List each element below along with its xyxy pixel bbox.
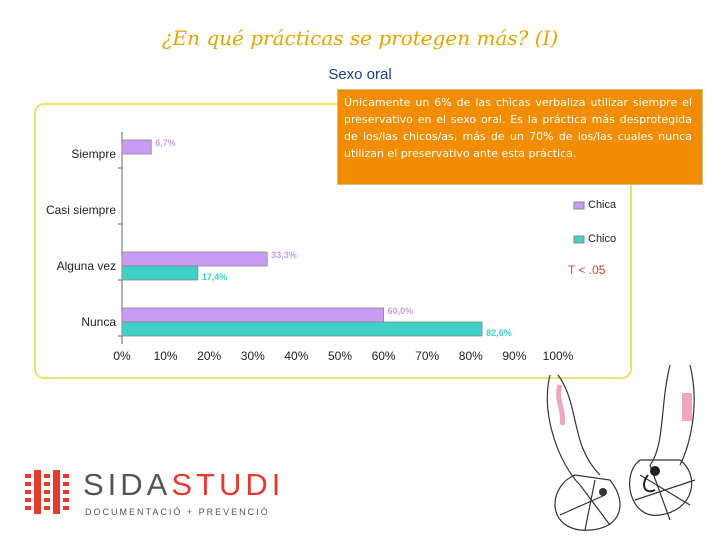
data-label: 82,6% <box>486 328 512 338</box>
x-tick-label: 50% <box>328 349 352 363</box>
x-tick-label: 70% <box>415 349 439 363</box>
x-tick-label: 10% <box>154 349 178 363</box>
legend-swatch <box>573 201 585 210</box>
x-tick-label: 20% <box>197 349 221 363</box>
legend-label: Chico <box>588 233 616 245</box>
logo-tagline: DOCUMENTACIÓ + PREVENCIÓ <box>85 507 270 517</box>
significance-label: T < .05 <box>568 263 606 277</box>
category-label: Nunca <box>81 315 116 329</box>
slide-title: ¿En qué prácticas se protegen más? (I) <box>161 26 559 50</box>
logo-mark-icon <box>25 470 69 514</box>
callout-box: Únicamente un 6% de las chicas verbaliza… <box>337 89 703 185</box>
data-label: 60,0% <box>388 306 414 316</box>
category-label: Casi siempre <box>46 203 116 217</box>
x-tick-label: 40% <box>284 349 308 363</box>
chart-title: Sexo oral <box>328 66 392 83</box>
logo-text-sida: SIDA <box>83 467 172 502</box>
x-tick-label: 100% <box>543 349 574 363</box>
x-tick-label: 0% <box>113 349 131 363</box>
bar-chico <box>121 265 199 281</box>
logo-text-studi: STUDI <box>171 467 285 502</box>
bar-chica <box>121 139 152 155</box>
legend-label: Chica <box>588 199 617 211</box>
decorative-illustration <box>546 364 696 531</box>
data-label: 6,7% <box>155 138 176 148</box>
legend-swatch <box>573 235 585 244</box>
category-label: Siempre <box>71 147 116 161</box>
logo-wordmark: SIDASTUDI <box>83 467 284 503</box>
sidastudi-logo: SIDASTUDI DOCUMENTACIÓ + PREVENCIÓ <box>25 467 280 521</box>
bar-chico <box>121 321 483 337</box>
bar-chica <box>121 307 385 323</box>
chart-frame <box>34 103 632 379</box>
bar-chica <box>121 251 268 267</box>
data-label: 17,4% <box>202 272 228 282</box>
data-label: 33,3% <box>271 250 297 260</box>
x-tick-label: 30% <box>241 349 265 363</box>
category-label: Alguna vez <box>57 259 116 273</box>
x-tick-label: 80% <box>459 349 483 363</box>
x-tick-label: 90% <box>502 349 526 363</box>
x-tick-label: 60% <box>372 349 396 363</box>
